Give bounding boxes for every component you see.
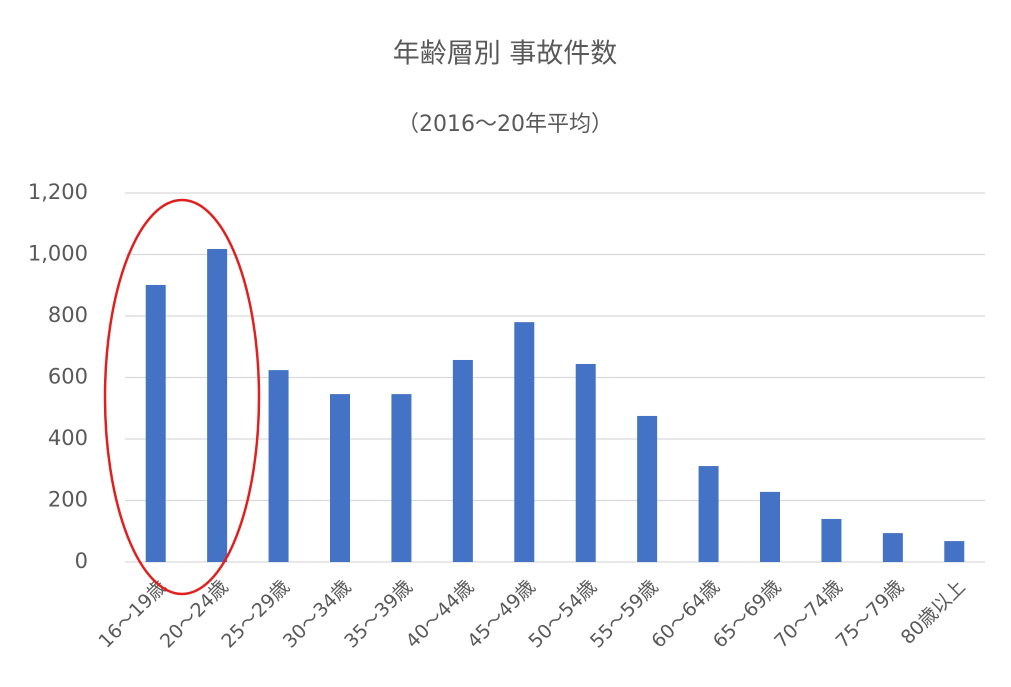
bar — [760, 491, 780, 562]
bar — [330, 394, 350, 562]
y-tick-label: 600 — [48, 365, 88, 389]
plot-area: 02004006008001,0001,20016～19歳20～24歳25～29… — [28, 180, 985, 652]
bar — [882, 533, 903, 562]
chart-title: 年齢層別 事故件数 — [393, 39, 618, 70]
x-tick-label: 80歳以上 — [897, 576, 970, 649]
bar — [514, 322, 535, 562]
y-tick-label: 200 — [48, 488, 88, 512]
bar — [391, 394, 412, 562]
bar — [145, 284, 166, 562]
bar — [268, 370, 289, 562]
bar — [698, 466, 719, 562]
y-tick-label: 400 — [48, 426, 88, 450]
bar — [637, 415, 658, 562]
bar — [821, 518, 842, 562]
bar — [575, 363, 596, 562]
chart-subtitle: （2016～20年平均） — [397, 112, 613, 137]
bar — [944, 541, 965, 562]
y-tick-label: 1,000 — [28, 242, 88, 266]
y-tick-label: 800 — [48, 303, 88, 327]
y-tick-label: 0 — [75, 549, 88, 573]
highlight-ellipse — [103, 198, 261, 596]
x-tick-label: 75～79歳 — [832, 576, 909, 653]
bar — [452, 359, 473, 562]
y-tick-label: 1,200 — [28, 180, 88, 204]
bar — [207, 248, 228, 562]
